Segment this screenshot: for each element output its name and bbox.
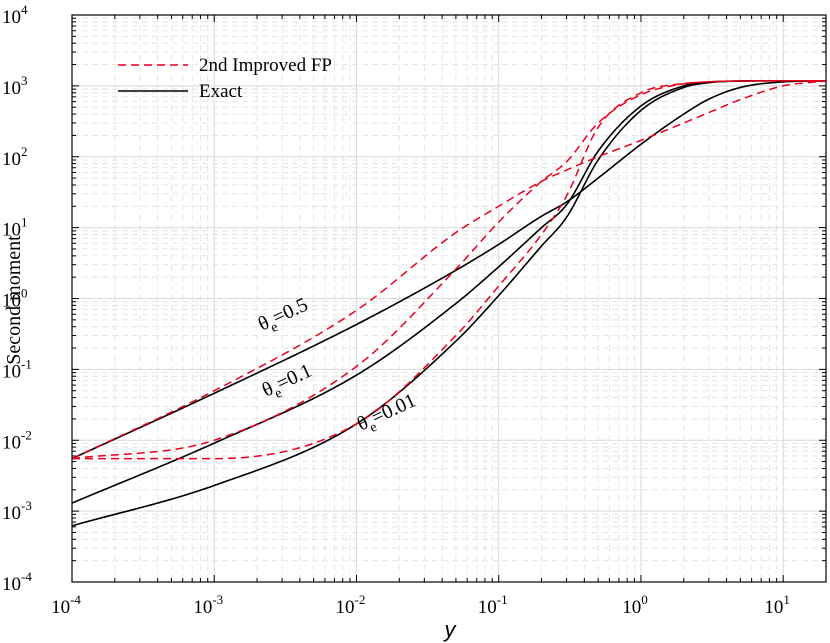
legend-label-exact: Exact bbox=[199, 81, 243, 102]
y-tick-label: 10-3 bbox=[2, 498, 32, 524]
legend: 2nd Improved FP Exact bbox=[118, 55, 332, 102]
annotation-theta-0.1-sub: e bbox=[273, 386, 285, 402]
series-improved-fp-theta-0.01 bbox=[72, 80, 826, 460]
series-layer bbox=[71, 79, 827, 527]
y-tick-label: 102 bbox=[2, 144, 28, 170]
series-exact-theta-0.01 bbox=[71, 79, 826, 527]
y-axis-title: Second moment bbox=[3, 235, 25, 365]
x-tick-label: 10-4 bbox=[51, 592, 81, 618]
series-exact-theta-0.5 bbox=[71, 79, 827, 460]
x-tick-label: 101 bbox=[764, 592, 790, 618]
x-tick-label: 10-3 bbox=[193, 592, 223, 618]
ticks bbox=[71, 14, 827, 583]
x-tick-label: 10-1 bbox=[478, 592, 508, 618]
x-tick-label: 100 bbox=[622, 592, 648, 618]
y-tick-label: 10-1 bbox=[2, 356, 32, 382]
legend-label-improved-fp: 2nd Improved FP bbox=[199, 55, 332, 76]
x-axis-title: y bbox=[443, 617, 458, 642]
y-tick-label: 10-4 bbox=[2, 569, 32, 595]
series-improved-fp-theta-0.5 bbox=[71, 80, 827, 460]
annotation-theta-0.01-sub: e bbox=[368, 420, 380, 436]
y-tick-label: 103 bbox=[2, 73, 28, 99]
y-tick-label: 104 bbox=[2, 2, 28, 28]
x-tick-label: 10-2 bbox=[336, 592, 366, 618]
y-tick-label: 10-2 bbox=[2, 427, 32, 453]
y-tick-label: 100 bbox=[2, 286, 28, 312]
annotation-theta-0.5-sub: e bbox=[269, 320, 281, 336]
y-tick-label: 101 bbox=[2, 215, 28, 241]
grid bbox=[71, 14, 827, 583]
tick-labels: 10-4 10-3 10-2 10-1 100 101 10-4 10-3 10-2 10-1 10… bbox=[2, 2, 790, 618]
